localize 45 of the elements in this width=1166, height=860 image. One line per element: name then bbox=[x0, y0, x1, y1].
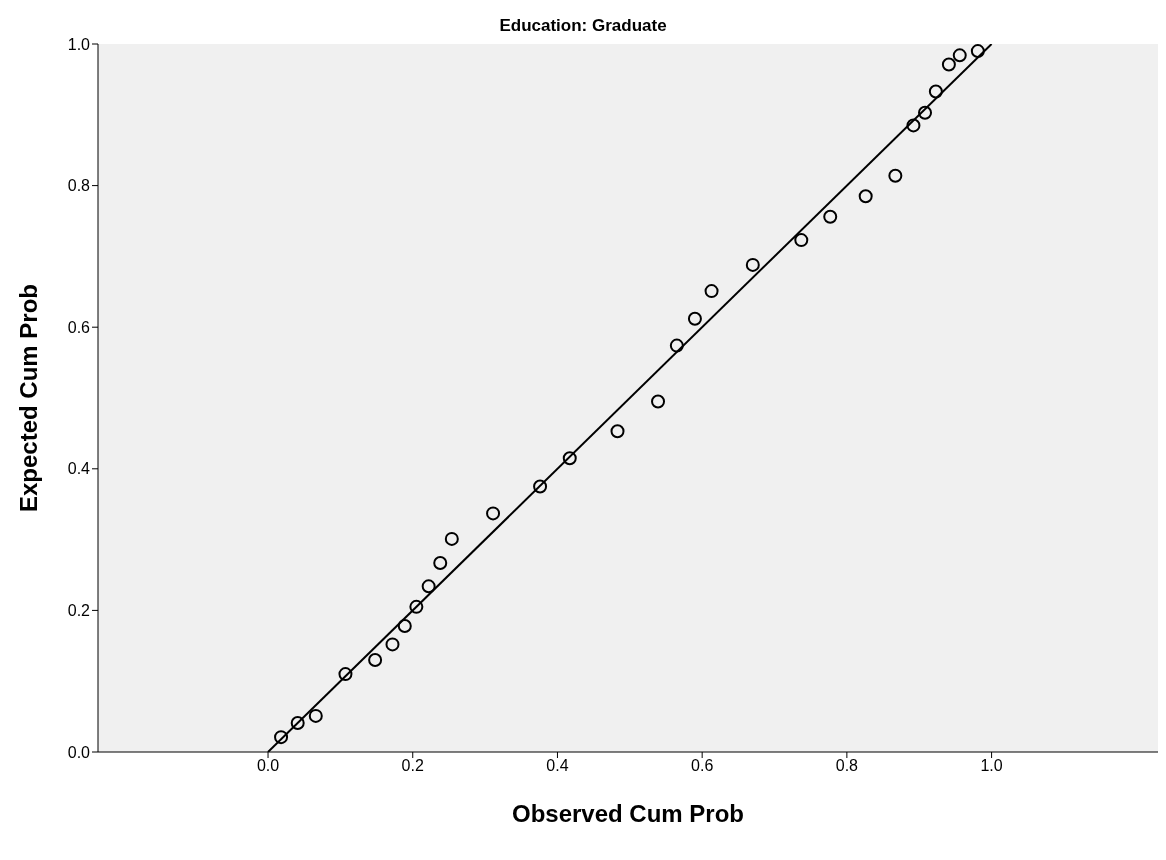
x-tick-label: 0.2 bbox=[401, 757, 424, 775]
y-tick-label: 0.2 bbox=[67, 602, 91, 620]
x-axis-title: Observed Cum Prob bbox=[511, 800, 745, 827]
point bbox=[444, 531, 459, 546]
y-tick-label: 0.0 bbox=[67, 743, 91, 761]
y-tick-label: 0.8 bbox=[67, 177, 91, 195]
point bbox=[486, 506, 501, 521]
point bbox=[823, 209, 838, 224]
point bbox=[941, 57, 956, 72]
point bbox=[533, 479, 548, 494]
x-tick-label: 0.6 bbox=[691, 757, 714, 775]
point bbox=[704, 284, 719, 299]
chart-title: Education: Graduate bbox=[498, 16, 668, 36]
point bbox=[397, 618, 412, 633]
point bbox=[888, 168, 903, 183]
point bbox=[928, 84, 943, 99]
point bbox=[610, 424, 625, 439]
point bbox=[970, 44, 985, 59]
point bbox=[906, 118, 921, 133]
point bbox=[409, 599, 424, 614]
x-tick-label: 0.4 bbox=[546, 757, 569, 775]
point bbox=[290, 715, 305, 730]
point bbox=[385, 637, 400, 652]
point bbox=[858, 189, 873, 204]
x-tick-label: 1.0 bbox=[980, 757, 1003, 775]
point bbox=[421, 579, 436, 594]
point bbox=[651, 394, 666, 409]
x-tick-label: 0.0 bbox=[256, 757, 280, 775]
point bbox=[952, 48, 967, 63]
y-tick-label: 0.4 bbox=[67, 460, 91, 478]
point bbox=[794, 233, 809, 248]
y-tick-label: 0.6 bbox=[67, 318, 91, 336]
point bbox=[274, 730, 289, 745]
point bbox=[918, 105, 933, 120]
x-tick-label: 0.8 bbox=[835, 757, 859, 775]
point bbox=[669, 338, 684, 353]
point bbox=[433, 555, 448, 570]
point bbox=[368, 652, 383, 667]
y-axis-title: Expected Cum Prob bbox=[14, 283, 42, 513]
point bbox=[745, 257, 760, 272]
point bbox=[308, 708, 323, 723]
point bbox=[562, 451, 577, 466]
point bbox=[687, 311, 702, 326]
y-tick-label: 1.0 bbox=[67, 35, 91, 53]
point bbox=[338, 667, 353, 682]
